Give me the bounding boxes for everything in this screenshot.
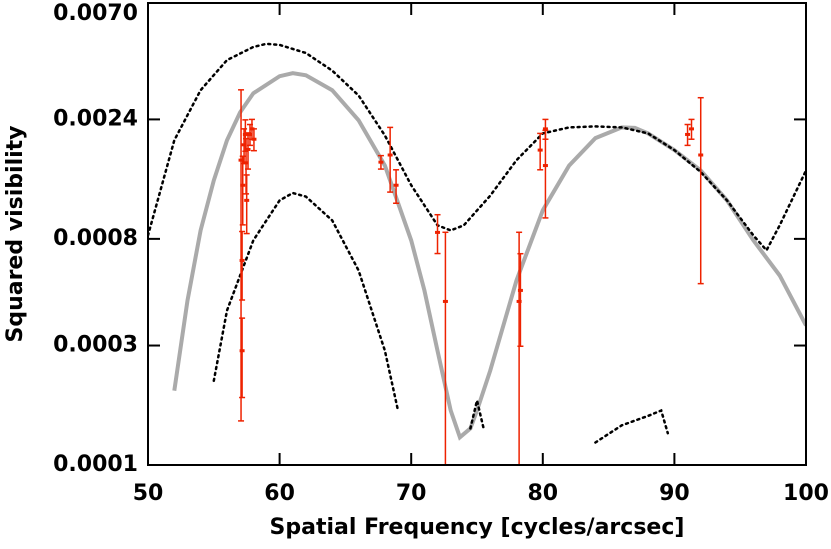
data-point bbox=[243, 161, 249, 165]
data-point bbox=[685, 132, 691, 136]
data-point bbox=[245, 147, 251, 151]
error-bar bbox=[387, 126, 394, 193]
data-point bbox=[247, 132, 253, 136]
data-point bbox=[239, 258, 245, 262]
data-point bbox=[378, 160, 384, 164]
y-axis-label: Squared visibility bbox=[3, 125, 28, 342]
y-tick-label: 0.0024 bbox=[53, 106, 138, 131]
data-point bbox=[240, 183, 246, 187]
x-axis-label: Spatial Frequency [cycles/arcsec] bbox=[270, 515, 685, 540]
data-point bbox=[387, 153, 393, 157]
data-point bbox=[537, 148, 543, 152]
data-point bbox=[244, 198, 250, 202]
data-point bbox=[542, 164, 548, 168]
data-point bbox=[239, 349, 245, 353]
y-tick-label: 0.0003 bbox=[53, 333, 138, 358]
model-curve bbox=[172, 71, 806, 441]
x-tick-label: 50 bbox=[133, 481, 164, 506]
data-point bbox=[241, 143, 247, 147]
error-bar bbox=[516, 231, 523, 465]
y-tick-label: 0.0008 bbox=[53, 226, 138, 251]
data-point bbox=[542, 127, 548, 131]
data-point bbox=[242, 132, 248, 136]
data-point bbox=[689, 127, 695, 131]
error-bar bbox=[517, 252, 524, 348]
y-tick-label: 0.0001 bbox=[53, 452, 138, 477]
plot-area bbox=[148, 42, 806, 465]
data-point bbox=[442, 299, 448, 303]
x-tick-label: 100 bbox=[783, 481, 829, 506]
data-point bbox=[393, 183, 399, 187]
dotted-curve bbox=[148, 42, 806, 253]
data-point bbox=[517, 288, 523, 292]
error-bar bbox=[239, 317, 246, 399]
data-point bbox=[238, 158, 244, 162]
error-bar bbox=[442, 231, 449, 465]
x-tick-label: 60 bbox=[264, 481, 295, 506]
data-point bbox=[435, 230, 441, 234]
y-tick-label: 0.0070 bbox=[53, 1, 138, 26]
x-tick-label: 80 bbox=[527, 481, 558, 506]
error-bar bbox=[238, 89, 245, 422]
error-bar bbox=[537, 132, 544, 171]
error-bar bbox=[243, 174, 250, 235]
error-bar bbox=[697, 96, 704, 285]
x-tick-label: 90 bbox=[659, 481, 690, 506]
x-tick-label: 70 bbox=[396, 481, 427, 506]
dotted-curve bbox=[212, 191, 670, 444]
data-point bbox=[698, 153, 704, 157]
error-bar bbox=[434, 213, 441, 255]
data-point bbox=[516, 299, 522, 303]
plot-frame bbox=[147, 2, 807, 466]
data-point bbox=[251, 137, 257, 141]
error-bar bbox=[239, 230, 246, 301]
